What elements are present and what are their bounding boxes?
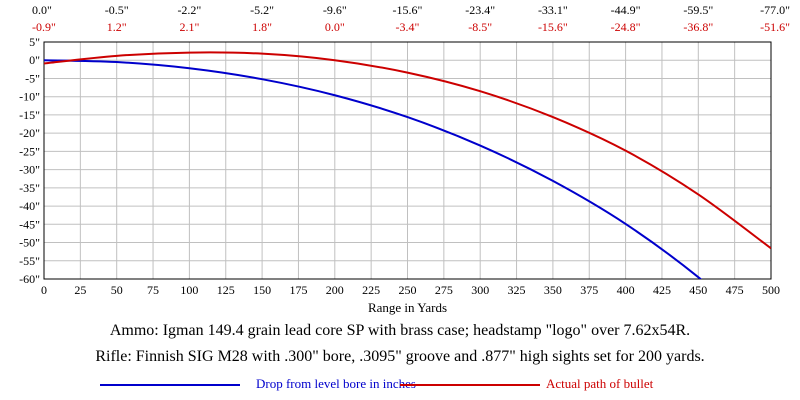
legend-drop-line: [100, 384, 240, 386]
x-tick-label: 375: [580, 283, 598, 297]
x-axis-label: Range in Yards: [368, 300, 447, 315]
legend-path-line: [400, 384, 540, 386]
y-tick-label: -50": [19, 236, 40, 250]
y-tick-label: -60": [19, 272, 40, 286]
top-drop-label: 0.0": [32, 3, 52, 17]
y-tick-label: -35": [19, 181, 40, 195]
top-path-label: -15.6": [538, 20, 568, 34]
top-drop-label: -23.4": [465, 3, 495, 17]
ammo-caption: Ammo: Igman 149.4 grain lead core SP wit…: [109, 322, 691, 339]
top-drop-label: -5.2": [250, 3, 274, 17]
x-tick-label: 350: [544, 283, 562, 297]
ballistics-chart: 0 25 50 75 100 125 150 175 200 225 250 275 300 325 350…: [19, 3, 790, 315]
x-tick-label: 425: [653, 283, 671, 297]
legend-drop-label: Drop from level bore in inches: [256, 376, 416, 391]
top-path-label: -24.8": [611, 20, 641, 34]
rifle-caption: Rifle: Finnish SIG M28 with .300" bore, …: [95, 348, 705, 365]
y-tick-label: -5": [25, 71, 40, 85]
x-tick-label: 225: [362, 283, 380, 297]
top-path-label: -0.9": [32, 20, 56, 34]
x-tick-label: 250: [399, 283, 417, 297]
x-tick-label: 75: [147, 283, 159, 297]
top-path-label: 1.2": [107, 20, 127, 34]
legend-drop: Drop from level bore in inches: [100, 375, 430, 395]
series-line-path: [44, 51, 771, 250]
plot-border: [43, 41, 772, 280]
y-tick-label: 0": [29, 53, 40, 67]
x-tick-label: 500: [762, 283, 780, 297]
x-tick-label: 325: [508, 283, 526, 297]
top-drop-label: -44.9": [611, 3, 641, 17]
x-tick-label: 450: [689, 283, 707, 297]
x-tick-label: 175: [289, 283, 307, 297]
y-tick-label: -25": [19, 144, 40, 158]
x-tick-label: 200: [326, 283, 344, 297]
top-path-label: 0.0": [325, 20, 345, 34]
x-tick-label: 100: [180, 283, 198, 297]
top-path-label: 1.8": [252, 20, 272, 34]
top-path-label: 2.1": [179, 20, 199, 34]
y-tick-label: -30": [19, 163, 40, 177]
top-drop-label: -15.6": [393, 3, 423, 17]
x-tick-label: 25: [74, 283, 86, 297]
y-tick-label: -40": [19, 199, 40, 213]
top-path-label: -36.8": [683, 20, 713, 34]
x-tick-label: 0: [41, 283, 47, 297]
series-line-drop: [44, 59, 703, 279]
x-tick-label: 150: [253, 283, 271, 297]
x-tick-label: 275: [435, 283, 453, 297]
legend-path: Actual path of bullet: [400, 375, 720, 395]
x-tick-label: 50: [111, 283, 123, 297]
top-drop-label: -0.5": [105, 3, 129, 17]
top-path-label: -51.6": [760, 20, 790, 34]
top-path-label: -8.5": [468, 20, 492, 34]
y-tick-label: -15": [19, 108, 40, 122]
y-tick-label: 5": [29, 35, 40, 49]
top-drop-label: -59.5": [683, 3, 713, 17]
x-tick-label: 125: [217, 283, 235, 297]
x-tick-label: 400: [617, 283, 635, 297]
x-tick-label: 475: [726, 283, 744, 297]
top-drop-label: -77.0": [760, 3, 790, 17]
top-drop-label: -9.6": [323, 3, 347, 17]
y-tick-label: -20": [19, 126, 40, 140]
y-tick-label: -55": [19, 254, 40, 268]
y-tick-label: -10": [19, 90, 40, 104]
legend-path-label: Actual path of bullet: [546, 376, 654, 391]
top-path-label: -3.4": [396, 20, 420, 34]
x-tick-label: 300: [471, 283, 489, 297]
top-drop-label: -33.1": [538, 3, 568, 17]
top-drop-label: -2.2": [177, 3, 201, 17]
y-tick-label: -45": [19, 217, 40, 231]
